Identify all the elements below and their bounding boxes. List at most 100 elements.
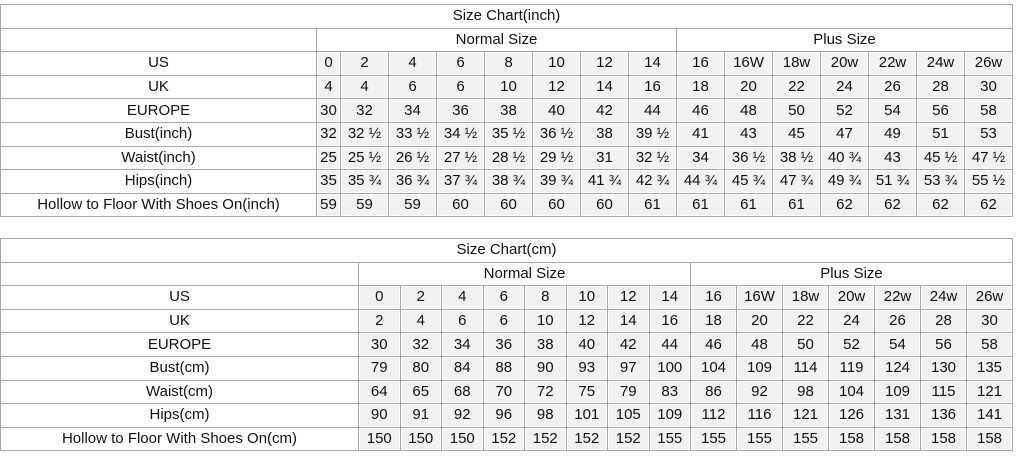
size-cell: 26w (963, 51, 1014, 76)
title-row: Size Chart(inch) (0, 4, 1014, 29)
size-cell: 48 (724, 98, 773, 123)
size-cell: 16W (736, 285, 783, 310)
group-row: Normal Size Plus Size (0, 27, 1014, 53)
row-label: EUROPE (0, 98, 317, 123)
size-cell: 41 (676, 121, 725, 147)
size-cell: 152 (565, 426, 608, 452)
size-cell: 65 (399, 379, 442, 405)
size-cell: 22w (868, 51, 917, 76)
row-label: US (0, 285, 359, 310)
size-cell: 12 (532, 74, 581, 100)
size-cell: 41 ¾ (580, 169, 629, 194)
size-cell: 58 (963, 98, 1014, 123)
size-cell: 56 (920, 332, 967, 357)
table-row: Hollow to Floor With Shoes On(cm) 150 150 1… (0, 426, 1014, 452)
row-label: UK (0, 74, 317, 100)
size-cell: 18w (782, 285, 829, 310)
size-cell: 16W (724, 51, 773, 76)
size-cell: 2 (399, 285, 442, 310)
size-cell: 33 ½ (388, 121, 437, 147)
row-label: EUROPE (0, 332, 359, 357)
table-row: US 0 2 4 6 8 10 12 14 16 16W 18w 20w 22w 24w 26w (0, 285, 1014, 310)
size-cell: 45 ½ (916, 145, 965, 171)
size-cell: 43 (724, 121, 773, 147)
size-cell: 126 (828, 403, 875, 428)
row-label: Bust(inch) (0, 121, 317, 147)
size-cell: 35 ¾ (340, 169, 389, 194)
size-cell: 22 (772, 74, 821, 100)
size-cell: 53 ¾ (916, 169, 965, 194)
size-cell: 4 (316, 74, 341, 100)
size-cell: 30 (316, 98, 341, 123)
size-cell: 155 (736, 426, 783, 452)
size-cell: 60 (532, 192, 581, 218)
size-cell: 155 (690, 426, 737, 452)
table-row: EUROPE 30 32 34 36 38 40 42 44 46 48 50 52 54 56 58 (0, 332, 1014, 357)
size-cell: 29 ½ (532, 145, 581, 171)
size-cell: 36 (436, 98, 485, 123)
size-cell: 59 (388, 192, 437, 218)
size-cell: 93 (565, 355, 608, 381)
size-cell: 8 (484, 51, 533, 76)
size-cell: 60 (484, 192, 533, 218)
empty-cell (0, 261, 359, 287)
size-cell: 37 ¾ (436, 169, 485, 194)
size-cell: 20w (820, 51, 869, 76)
size-cell: 158 (965, 426, 1014, 452)
size-cell: 20 (736, 308, 783, 334)
size-cell: 30 (965, 308, 1014, 334)
size-cell: 34 (388, 98, 437, 123)
size-cell: 32 ½ (628, 145, 677, 171)
size-chart-cm-table: Size Chart(cm) Normal Size Plus Size US 0 2 4 6… (0, 238, 1014, 452)
size-cell: 36 ¾ (388, 169, 437, 194)
size-cell: 51 (916, 121, 965, 147)
row-label: Hollow to Floor With Shoes On(inch) (0, 192, 317, 218)
size-cell: 114 (782, 355, 829, 381)
size-cell: 44 ¾ (676, 169, 725, 194)
size-cell: 98 (782, 379, 829, 405)
size-cell: 88 (482, 355, 525, 381)
size-cell: 83 (648, 379, 691, 405)
size-cell: 112 (690, 403, 737, 428)
size-cell: 14 (648, 285, 691, 310)
size-cell: 6 (436, 74, 485, 100)
size-cell: 26 (868, 74, 917, 100)
size-cell: 62 (868, 192, 917, 218)
size-cell: 150 (441, 426, 484, 452)
size-cell: 101 (565, 403, 608, 428)
row-label: UK (0, 308, 359, 334)
size-cell: 18 (676, 74, 725, 100)
chart-title: Size Chart(cm) (0, 238, 1014, 263)
size-cell: 39 ¾ (532, 169, 581, 194)
chart-title: Size Chart(inch) (0, 4, 1014, 29)
size-cell: 136 (920, 403, 967, 428)
row-label: US (0, 51, 317, 76)
size-cell: 79 (358, 355, 401, 381)
size-cell: 26 ½ (388, 145, 437, 171)
size-cell: 18w (772, 51, 821, 76)
size-cell: 24 (828, 308, 875, 334)
group-normal-size: Normal Size (358, 261, 691, 287)
size-cell: 31 (580, 145, 629, 171)
size-cell: 104 (828, 379, 875, 405)
size-cell: 39 ½ (628, 121, 677, 147)
size-cell: 20w (828, 285, 875, 310)
size-cell: 34 (676, 145, 725, 171)
size-cell: 96 (482, 403, 525, 428)
size-cell: 26w (965, 285, 1014, 310)
size-cell: 155 (648, 426, 691, 452)
size-cell: 44 (648, 332, 691, 357)
size-cell: 61 (676, 192, 725, 218)
size-chart-inch-table: Size Chart(inch) Normal Size Plus Size US 0 2… (0, 4, 1014, 218)
size-cell: 18 (690, 308, 737, 334)
size-cell: 98 (524, 403, 567, 428)
size-cell: 12 (607, 285, 650, 310)
size-cell: 28 (916, 74, 965, 100)
size-cell: 150 (399, 426, 442, 452)
size-cell: 70 (482, 379, 525, 405)
size-cell: 152 (524, 426, 567, 452)
size-cell: 152 (482, 426, 525, 452)
table-row: Waist(cm) 64 65 68 70 72 75 79 83 86 92 98 104 109 115… (0, 379, 1014, 405)
size-cell: 10 (565, 285, 608, 310)
